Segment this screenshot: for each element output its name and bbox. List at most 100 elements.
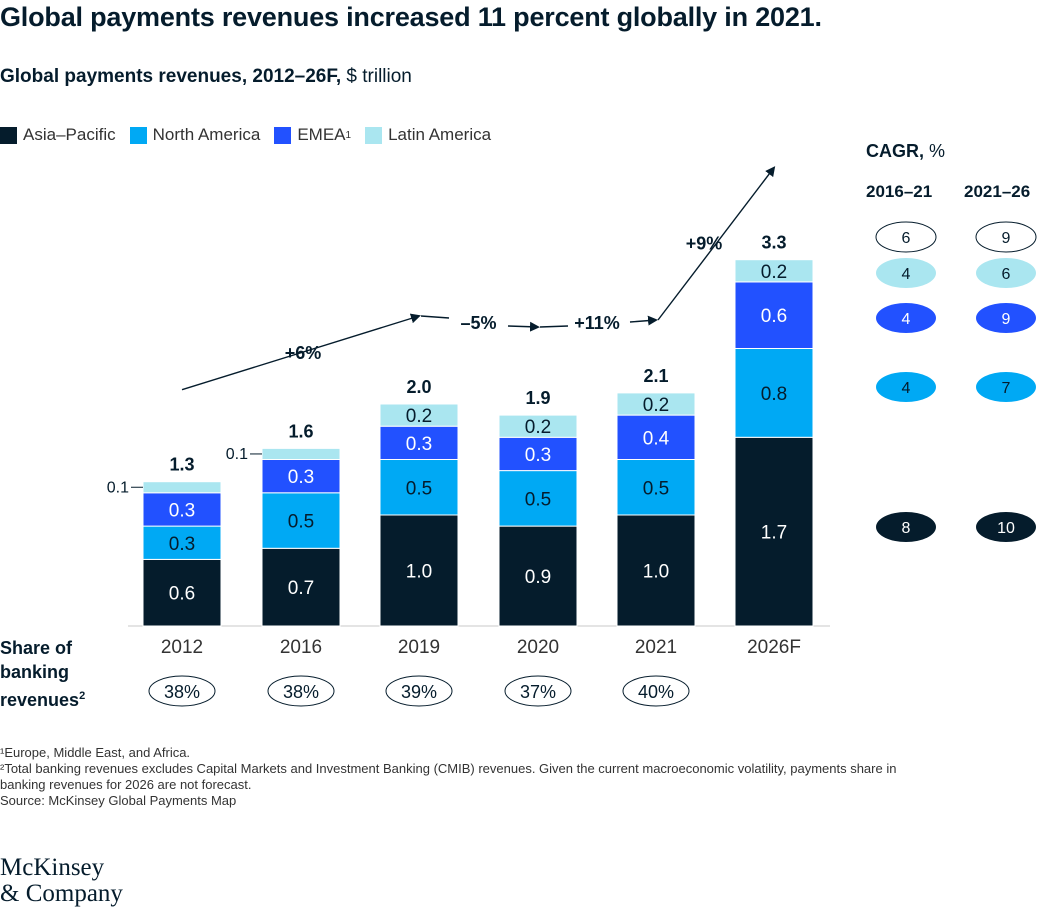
cagr-title: CAGR, %: [866, 141, 945, 162]
share-of-banking-label: Share of banking revenues2: [0, 636, 85, 712]
bar-segment: [379, 459, 459, 516]
source-note: Source: McKinsey Global Payments Map: [0, 793, 237, 808]
segment-label: 0.2: [643, 395, 669, 416]
segment-label: 0.1: [226, 446, 248, 463]
chart-subtitle: Global payments revenues, 2012–26F, $ tr…: [0, 66, 412, 88]
segment-label: 0.3: [525, 445, 551, 466]
logo-line-2: & Company: [0, 880, 123, 907]
bar-segment: [734, 436, 814, 627]
legend-label-latin-america: Latin America: [388, 125, 492, 144]
cagr-oval: [876, 258, 936, 288]
footnote-1: ¹Europe, Middle East, and Africa.: [0, 745, 191, 760]
growth-arrow: [657, 166, 776, 321]
growth-arrow: [629, 315, 658, 326]
legend-label-asia-pacific: Asia–Pacific: [23, 125, 116, 144]
cagr-oval: [875, 221, 937, 253]
growth-label: +6%: [285, 343, 322, 363]
bar-segment: [142, 525, 222, 560]
bar-total-label: 3.3: [761, 233, 786, 253]
share-value: 40%: [638, 682, 674, 702]
legend: Asia–Pacific North America EMEA 1 Latin A…: [0, 125, 505, 145]
legend-label-emea: EMEA: [297, 125, 346, 144]
bar-segment: [142, 481, 222, 494]
bar-segment: [616, 459, 696, 516]
bar-segment: [616, 414, 696, 461]
segment-label: 0.5: [406, 478, 432, 499]
segment-label: 0.3: [406, 434, 432, 455]
footnotes: ¹Europe, Middle East, and Africa. ²Total…: [0, 745, 1040, 809]
cagr-value: 6: [1002, 266, 1011, 283]
cagr-col-header-1: 2016–21: [866, 182, 933, 201]
bar-total-label: 1.6: [288, 421, 313, 441]
headline: Global payments revenues increased 11 pe…: [0, 2, 822, 32]
bar-segment: [734, 281, 814, 349]
segment-label: 0.3: [169, 500, 195, 521]
segment-label: 0.1: [107, 479, 129, 496]
bar-segment: [616, 514, 696, 627]
cagr-oval: [876, 303, 936, 333]
cagr-oval: [976, 512, 1036, 542]
bar-segment: [379, 425, 459, 461]
bar-segment: [734, 348, 814, 438]
cagr-layer: 6 9 4 6 4 9 4 7 8 10: [875, 221, 1037, 542]
growth-arrow: [507, 321, 540, 332]
segment-label: 1.0: [406, 562, 432, 583]
cagr-value: 4: [902, 311, 911, 328]
cagr-value: 6: [902, 230, 911, 247]
legend-item-asia-pacific: Asia–Pacific: [0, 125, 116, 145]
segment-label: 0.2: [406, 406, 432, 427]
cagr-oval: [876, 512, 936, 542]
cagr-oval: [976, 372, 1036, 402]
x-tick-label: 2020: [517, 637, 559, 658]
cagr-title-text: CAGR,: [866, 141, 924, 161]
growth-label: +9%: [686, 234, 723, 254]
bar-segment: [498, 470, 578, 527]
bar-segment: [261, 447, 341, 460]
growth-label: +11%: [574, 313, 620, 333]
logo-line-1: McKinsey: [0, 854, 105, 881]
bar-segment: [142, 492, 222, 527]
share-value: 38%: [283, 682, 319, 702]
bar-total-label: 1.3: [169, 455, 194, 475]
bar-segment: [498, 436, 578, 472]
bar-segment: [379, 403, 459, 427]
segment-label: 0.3: [169, 534, 195, 555]
segment-label: 0.2: [525, 417, 551, 438]
segment-label: 0.5: [643, 478, 669, 499]
cagr-title-unit: %: [924, 141, 946, 161]
bar-total-label: 2.1: [643, 366, 668, 386]
bar-segment: [498, 525, 578, 627]
cagr-value: 4: [902, 266, 911, 283]
share-label-line-2: banking: [0, 662, 70, 682]
share-label-line-3: revenues2: [0, 684, 85, 712]
share-oval: [148, 675, 216, 707]
mckinsey-logo: McKinsey & Company: [0, 855, 123, 907]
segment-label: 0.5: [288, 512, 314, 533]
segment-label: 0.6: [761, 306, 787, 327]
legend-footnote-mark: 1: [345, 129, 352, 141]
segment-label: 0.2: [761, 262, 787, 283]
share-value: 37%: [520, 682, 556, 702]
share-oval: [267, 675, 335, 707]
segment-label: 0.3: [288, 467, 314, 488]
segment-label: 0.7: [288, 578, 314, 599]
share-label-footnote-mark: 2: [79, 690, 86, 702]
bar-segment: [142, 558, 222, 627]
x-tick-label: 2021: [635, 637, 677, 658]
bar-total-label: 1.9: [525, 388, 550, 408]
cagr-oval: [976, 303, 1036, 333]
segment-label: 1.7: [761, 523, 787, 544]
legend-item-north-america: North America: [129, 125, 260, 145]
share-oval: [385, 675, 453, 707]
subtitle-unit: $ trillion: [341, 66, 412, 87]
bar-segment: [379, 514, 459, 627]
bars-layer: 0.6 0.3 0.3 0.1 1.3 2012 0.7 0.5 0.3 0.1 1.6 2016 1.…: [107, 233, 830, 707]
segment-label: 0.8: [761, 384, 787, 405]
subtitle-title: Global payments revenues, 2012–26F,: [0, 66, 342, 87]
growth-arrow: [539, 325, 569, 328]
legend-swatch-emea: [274, 126, 292, 144]
segment-label: 0.6: [169, 584, 195, 605]
growth-arrow: [181, 313, 421, 391]
bar-segment: [734, 259, 814, 283]
